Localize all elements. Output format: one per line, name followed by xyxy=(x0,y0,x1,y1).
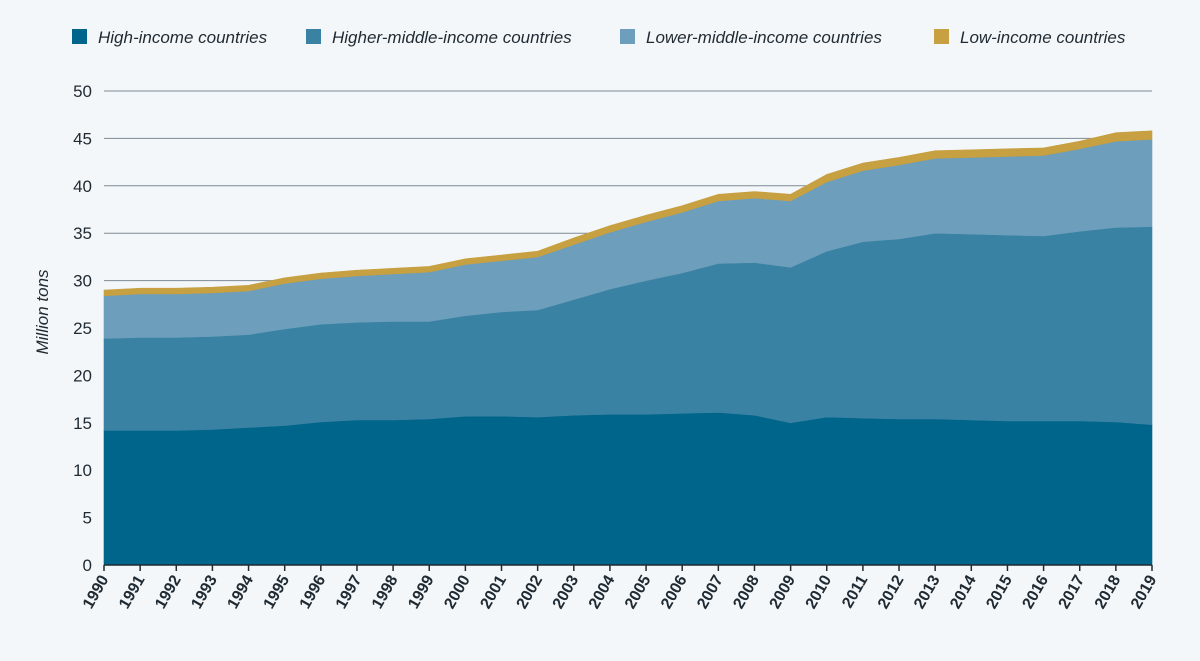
y-tick-label: 0 xyxy=(83,556,92,575)
area-low-income-countries xyxy=(103,130,1153,297)
legend-label: Higher-middle-income countries xyxy=(332,28,572,47)
legend-swatch xyxy=(72,29,87,44)
x-tick-label: 1990 xyxy=(80,572,113,611)
x-tick-label: 2017 xyxy=(1056,572,1089,611)
y-tick-label: 10 xyxy=(73,461,92,480)
y-tick-label: 35 xyxy=(73,224,92,243)
x-tick-label: 2001 xyxy=(477,572,510,611)
y-tick-label: 40 xyxy=(73,177,92,196)
x-tick-label: 2018 xyxy=(1092,572,1125,611)
x-tick-label: 1993 xyxy=(188,572,221,611)
x-tick-label: 2002 xyxy=(514,572,547,611)
y-tick-label: 15 xyxy=(73,414,92,433)
area-series xyxy=(103,130,1153,566)
y-tick-label: 25 xyxy=(73,319,92,338)
x-tick-label: 2008 xyxy=(730,572,763,611)
x-tick-label: 2019 xyxy=(1128,572,1161,611)
x-tick-label: 1992 xyxy=(152,572,185,611)
x-tick-label: 2010 xyxy=(803,572,836,611)
legend-swatch xyxy=(934,29,949,44)
area-high-income-countries xyxy=(103,412,1153,566)
legend-label: Low-income countries xyxy=(960,28,1126,47)
y-tick-label: 5 xyxy=(83,509,92,528)
x-tick-label: 2012 xyxy=(875,572,908,611)
x-tick-label: 2003 xyxy=(550,572,583,611)
x-tick-label: 2000 xyxy=(441,572,474,611)
y-axis-title: Million tons xyxy=(33,269,52,355)
x-tick-label: 2011 xyxy=(839,572,871,611)
x-tick-label: 1996 xyxy=(297,572,330,611)
legend: High-income countries Higher-middle-incom… xyxy=(72,28,1126,47)
x-tick-label: 2007 xyxy=(694,572,727,611)
y-tick-label: 45 xyxy=(73,129,92,148)
x-tick-label: 1991 xyxy=(116,572,149,611)
x-tick-label: 1994 xyxy=(224,572,257,611)
x-tick-label: 2006 xyxy=(658,572,691,611)
x-axis: 1990 1991 1992 1993 1994 1995 1996 1997 1998 1999… xyxy=(80,564,1161,612)
x-tick-label: 2014 xyxy=(947,572,980,611)
y-tick-label: 30 xyxy=(73,272,92,291)
legend-label: High-income countries xyxy=(98,28,268,47)
legend-label: Lower-middle-income countries xyxy=(646,28,882,47)
y-axis: 0 5 10 15 20 25 30 35 40 45 50 xyxy=(73,82,92,575)
legend-swatch xyxy=(620,29,635,44)
x-tick-label: 1995 xyxy=(261,572,294,611)
x-tick-label: 2005 xyxy=(622,572,655,611)
x-tick-label: 2015 xyxy=(983,572,1016,611)
x-tick-label: 2004 xyxy=(586,572,619,611)
y-tick-label: 50 xyxy=(73,82,92,101)
x-tick-label: 2009 xyxy=(767,572,800,611)
legend-swatch xyxy=(306,29,321,44)
y-tick-label: 20 xyxy=(73,366,92,385)
x-tick-label: 2013 xyxy=(911,572,944,611)
x-tick-label: 2016 xyxy=(1020,572,1053,611)
x-tick-label: 1999 xyxy=(405,572,438,611)
x-tick-label: 1998 xyxy=(369,572,402,611)
x-tick-label: 1997 xyxy=(333,572,366,611)
